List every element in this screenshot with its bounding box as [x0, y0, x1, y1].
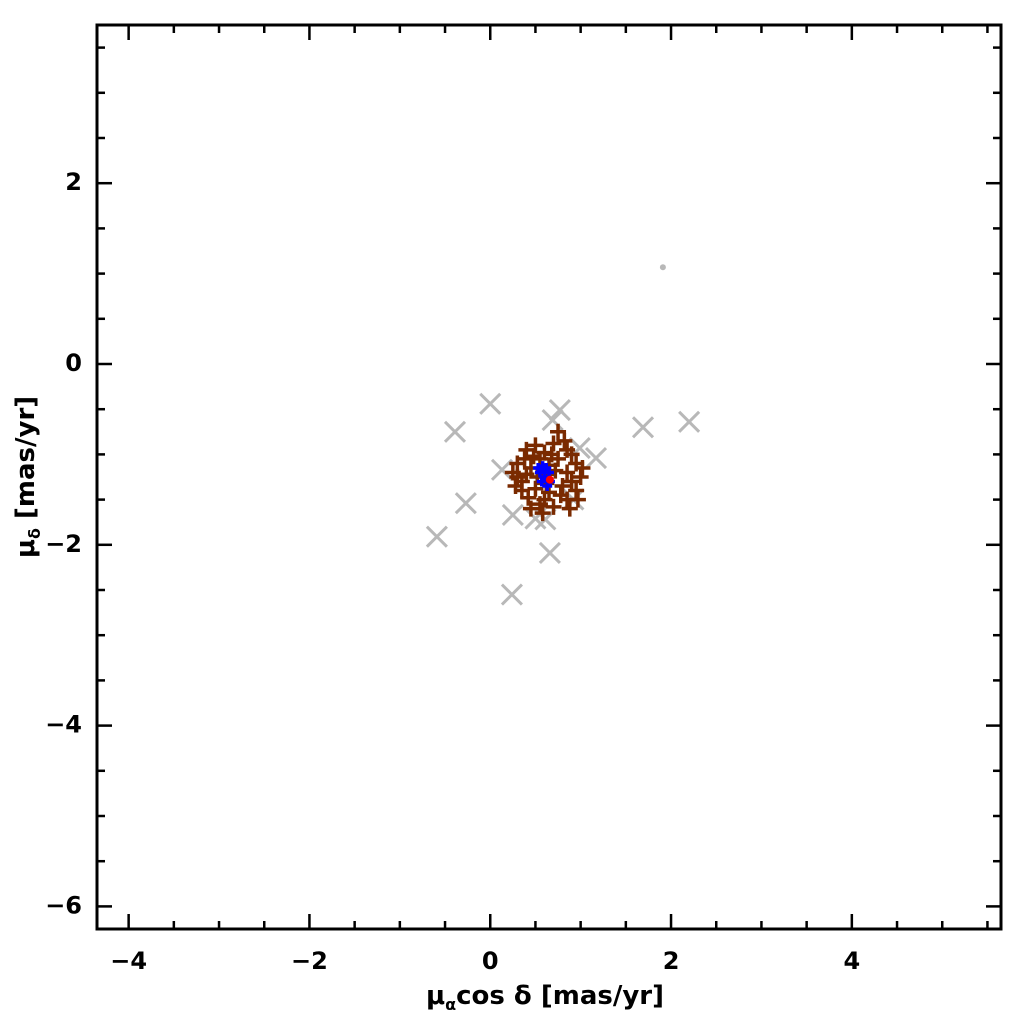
point [572, 469, 589, 485]
point [584, 446, 608, 470]
point [678, 410, 701, 433]
series [504, 423, 591, 522]
y-label-sub: δ [25, 528, 44, 539]
point [454, 492, 477, 515]
x-tick-label: 0 [482, 947, 499, 975]
x-tick-label: −2 [291, 947, 328, 975]
point [501, 503, 524, 527]
y-tick-label: −2 [45, 530, 82, 558]
point [536, 491, 553, 508]
point [525, 448, 542, 465]
point [563, 473, 580, 490]
series [425, 392, 701, 606]
point [500, 583, 523, 606]
point [545, 498, 562, 515]
series [659, 264, 666, 271]
point [479, 392, 502, 415]
point [516, 450, 533, 467]
point [518, 466, 535, 483]
point [552, 487, 569, 504]
point [527, 437, 544, 454]
point [568, 482, 585, 499]
point [548, 399, 571, 422]
point [507, 478, 524, 495]
point [561, 500, 578, 517]
x-label-sub: α [445, 995, 456, 1014]
x-tick-label: 4 [843, 947, 860, 975]
point [490, 458, 514, 481]
point [554, 478, 571, 495]
y-label-rest: [mas/yr] [11, 396, 41, 528]
x-tick-label: 2 [663, 947, 680, 975]
point [539, 465, 550, 476]
point [559, 464, 576, 481]
point [556, 432, 573, 449]
point [543, 446, 560, 463]
x-axis-label: μαcos δ [mas/yr] [426, 981, 664, 1014]
point [563, 446, 580, 463]
point [631, 416, 655, 439]
point [425, 525, 448, 548]
point [522, 500, 539, 517]
point [659, 264, 666, 271]
x-label-symbol: μ [426, 981, 445, 1011]
point [538, 541, 561, 564]
point [534, 505, 551, 522]
x-tick-label: −4 [110, 947, 147, 975]
x-label-rest: cos δ [mas/yr] [456, 981, 664, 1011]
point [443, 420, 467, 443]
y-tick-label: −4 [45, 711, 82, 739]
y-axis-label: μδ [mas/yr] [11, 396, 44, 558]
point [550, 423, 567, 440]
y-tick-label: 0 [65, 349, 82, 377]
point [545, 475, 554, 484]
y-tick-label: 2 [65, 168, 82, 196]
plot-frame [95, 23, 1003, 931]
point [504, 464, 521, 481]
series [545, 475, 554, 484]
point [533, 462, 544, 473]
series [533, 461, 555, 492]
point [545, 435, 562, 452]
point [536, 444, 553, 461]
y-label-symbol: μ [11, 539, 41, 558]
y-tick-label: −6 [45, 891, 82, 919]
point [569, 491, 586, 508]
point [527, 480, 544, 497]
point [574, 459, 591, 476]
